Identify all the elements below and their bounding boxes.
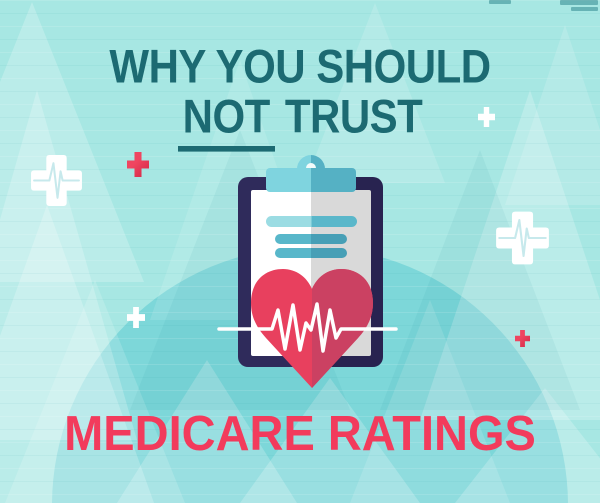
clipboard-text-line <box>266 216 357 227</box>
clipboard-text-line <box>275 248 347 258</box>
pattern-dash <box>571 7 598 11</box>
title-line-2: NOT TRUST <box>0 90 600 152</box>
title-emphasis-not: NOT <box>177 90 275 152</box>
title-line2-rest: TRUST <box>284 90 423 143</box>
pattern-dash <box>489 0 511 4</box>
subtitle: MEDICARE RATINGS <box>64 405 536 461</box>
clipboard-clip <box>266 168 356 192</box>
title-line-1: WHY YOU SHOULD <box>109 40 491 93</box>
pattern-dash <box>560 0 598 5</box>
clipboard-text-line <box>275 234 347 244</box>
medical-cross-ekg-icon <box>496 211 549 265</box>
ekg-heartbeat-line-icon <box>217 302 398 353</box>
medical-cross-ekg-icon <box>31 155 82 206</box>
